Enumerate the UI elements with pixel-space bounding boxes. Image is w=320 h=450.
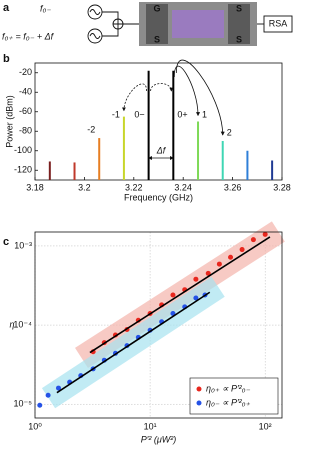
transducer: [146, 4, 168, 44]
process-arrow: [150, 83, 174, 92]
setup-diagram: a f₀₋ f₀₊ = f₀₋ + Δf G S S S RSA: [2, 2, 293, 46]
plot-frame: [34, 62, 283, 181]
data-point: [37, 402, 43, 408]
data-point: [45, 392, 51, 398]
cavity: [172, 10, 224, 38]
data-point: [170, 292, 176, 298]
data-point: [239, 247, 245, 253]
fit-line: [56, 291, 211, 394]
x-tick-label: 3.18: [26, 182, 44, 192]
data-point: [205, 270, 211, 276]
x-tick-label: 3.26: [224, 182, 242, 192]
panel-label: c: [3, 236, 9, 248]
x-tick-label: 3.28: [273, 182, 291, 192]
y-tick-label: -80: [19, 126, 32, 136]
y-tick-label: -40: [19, 87, 32, 97]
stem-label: 2: [227, 127, 232, 137]
pad-label: S: [236, 34, 242, 44]
pad-label: S: [236, 3, 242, 13]
process-arrow: [175, 59, 225, 136]
stem-label: -1: [112, 109, 120, 119]
figure: a f₀₋ f₀₊ = f₀₋ + Δf G S S S RSA b -120 -1…: [2, 2, 293, 444]
y-tick-label: 10⁻³: [14, 240, 32, 250]
data-point: [55, 385, 61, 391]
pad-label: G: [153, 3, 160, 13]
x-tick-label: 3.24: [174, 182, 192, 192]
stem-label: -2: [87, 124, 95, 134]
stem-label: 0+: [177, 109, 187, 119]
data-point: [216, 261, 222, 267]
data-point: [193, 295, 199, 301]
y-tick-label: -60: [19, 106, 32, 116]
data-point: [193, 276, 199, 282]
x-tick-label: 10²: [259, 421, 272, 431]
process-arrow: [173, 65, 201, 117]
y-tick-label: 10⁻⁴: [13, 319, 32, 329]
y-tick-label: -100: [14, 145, 32, 155]
data-point: [228, 254, 234, 260]
x-axis-label: Frequency (GHz): [124, 192, 193, 202]
plot-frame: [34, 231, 283, 419]
spacing-label: Δf: [156, 145, 167, 155]
process-arrow: [121, 83, 148, 112]
x-tick-label: 10⁰: [28, 421, 42, 431]
legend-box: [189, 377, 279, 415]
y-tick-label: -120: [14, 165, 32, 175]
x-tick-label: 10¹: [144, 421, 157, 431]
panel-label: b: [3, 53, 10, 65]
legend-marker: [196, 386, 202, 392]
legend-marker: [196, 400, 202, 406]
y-axis-label: Power (dBm): [4, 95, 14, 148]
stem-label: 0−: [134, 109, 144, 119]
y-tick-label: -20: [19, 67, 32, 77]
data-point: [250, 237, 256, 243]
legend-label: η₀₊ ∝ P′²₀₋: [206, 383, 250, 393]
x-axis-label: P′² (μW²): [141, 434, 177, 444]
y-axis-label: η: [10, 319, 15, 329]
analyzer-label: RSA: [269, 18, 288, 28]
fit-line: [89, 236, 271, 354]
data-point: [262, 231, 268, 237]
source-label: f₀₊ = f₀₋ + Δf: [2, 31, 55, 41]
panel-label: a: [3, 2, 10, 14]
pad-label: S: [154, 34, 160, 44]
wiring: [87, 4, 293, 44]
y-tick-label: 10⁻⁵: [14, 399, 33, 409]
x-tick-label: 3.2: [78, 182, 91, 192]
stem-label: 1: [202, 109, 207, 119]
legend-label: η₀₋ ∝ P′²₀₊: [206, 397, 250, 407]
x-tick-label: 3.22: [125, 182, 143, 192]
transducer: [228, 4, 250, 44]
source-label: f₀₋: [40, 3, 51, 13]
